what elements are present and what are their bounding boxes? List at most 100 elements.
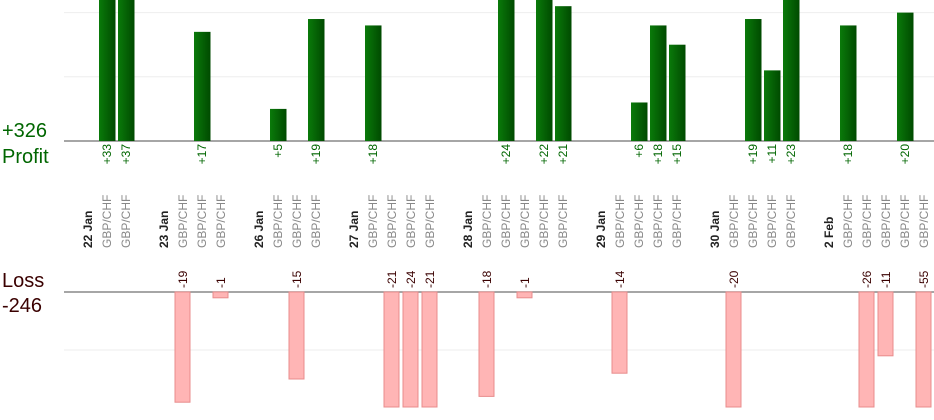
loss-value-label: -15	[290, 270, 304, 288]
profit-bar[interactable]	[270, 108, 287, 141]
profit-value-label: +18	[651, 144, 665, 165]
profit-bar[interactable]	[118, 0, 135, 141]
loss-bar[interactable]	[402, 291, 419, 408]
pair-label: GBP/CHF	[271, 195, 285, 248]
loss-bar[interactable]	[174, 291, 191, 403]
loss-value-label: -1	[518, 277, 532, 288]
date-label: 22 Jan	[81, 211, 95, 248]
date-label: 23 Jan	[157, 211, 171, 248]
date-label: 26 Jan	[252, 211, 266, 248]
pair-label: GBP/CHF	[917, 195, 931, 248]
loss-value-label: -55	[917, 270, 931, 288]
profit-value-label: +23	[784, 144, 798, 165]
pair-label: GBP/CHF	[100, 195, 114, 248]
loss-label: Loss	[2, 270, 44, 292]
labels: 22 Jan GBP/CHF +33 GBP/CHF +37 23 Jan GBP/CHF -…	[81, 144, 931, 288]
loss-bar[interactable]	[611, 291, 628, 374]
date-label: 29 Jan	[594, 211, 608, 248]
profit-bar[interactable]	[764, 70, 781, 141]
pair-label: GBP/CHF	[784, 195, 798, 248]
profit-bar[interactable]	[308, 19, 325, 141]
loss-bar[interactable]	[212, 291, 229, 299]
loss-value-label: -21	[385, 270, 399, 288]
profit-bar[interactable]	[99, 0, 116, 141]
pair-label: GBP/CHF	[366, 195, 380, 248]
loss-value-label: -14	[613, 270, 627, 288]
profit-value-label: +37	[119, 144, 133, 165]
loss-bar[interactable]	[858, 291, 875, 408]
profit-value-label: +24	[499, 144, 513, 165]
pair-label: GBP/CHF	[860, 195, 874, 248]
pair-label: GBP/CHF	[727, 195, 741, 248]
loss-bar[interactable]	[421, 291, 438, 408]
profit-value-label: +18	[366, 144, 380, 165]
profit-label: Profit	[2, 146, 49, 168]
profit-value-label: +6	[632, 144, 646, 158]
profit-bar[interactable]	[840, 25, 857, 141]
loss-value-label: -19	[176, 270, 190, 288]
loss-bar[interactable]	[516, 291, 533, 299]
profit-bar[interactable]	[897, 12, 914, 141]
pair-label: GBP/CHF	[119, 195, 133, 248]
loss-value-label: -26	[860, 270, 874, 288]
pair-label: GBP/CHF	[480, 195, 494, 248]
date-label: 2 Feb	[822, 217, 836, 248]
pair-label: GBP/CHF	[423, 195, 437, 248]
profit-value-label: +18	[841, 144, 855, 165]
pair-label: GBP/CHF	[290, 195, 304, 248]
date-label: 30 Jan	[708, 211, 722, 248]
pair-label: GBP/CHF	[841, 195, 855, 248]
profit-bar[interactable]	[365, 25, 382, 141]
pair-label: GBP/CHF	[499, 195, 513, 248]
loss-bar[interactable]	[877, 291, 894, 357]
pair-label: GBP/CHF	[537, 195, 551, 248]
profit-value-label: +19	[309, 144, 323, 165]
profit-value-label: +15	[670, 144, 684, 165]
profit-value-label: +5	[271, 144, 285, 158]
profit-value-label: +21	[556, 144, 570, 165]
loss-value-label: -21	[423, 270, 437, 288]
pair-label: GBP/CHF	[518, 195, 532, 248]
pair-label: GBP/CHF	[214, 195, 228, 248]
profit-total: +326	[2, 120, 47, 142]
profit-bar[interactable]	[745, 19, 762, 141]
profit-bar[interactable]	[498, 0, 515, 141]
profit-value-label: +33	[100, 144, 114, 165]
pair-label: GBP/CHF	[404, 195, 418, 248]
profit-bar[interactable]	[783, 0, 800, 141]
profit-bar[interactable]	[536, 0, 553, 141]
loss-bar[interactable]	[288, 291, 305, 380]
pair-label: GBP/CHF	[898, 195, 912, 248]
pair-label: GBP/CHF	[879, 195, 893, 248]
loss-value-label: -18	[480, 270, 494, 288]
profit-bar[interactable]	[631, 102, 648, 141]
loss-value-label: -1	[214, 277, 228, 288]
profit-value-label: +22	[537, 144, 551, 165]
profit-bar[interactable]	[650, 25, 667, 141]
pair-label: GBP/CHF	[632, 195, 646, 248]
pair-label: GBP/CHF	[195, 195, 209, 248]
date-label: 28 Jan	[461, 211, 475, 248]
profit-value-label: +17	[195, 144, 209, 165]
pair-label: GBP/CHF	[746, 195, 760, 248]
loss-value-label: -24	[404, 270, 418, 288]
pair-label: GBP/CHF	[385, 195, 399, 248]
loss-bar[interactable]	[725, 291, 742, 408]
pair-label: GBP/CHF	[556, 195, 570, 248]
pair-label: GBP/CHF	[651, 195, 665, 248]
pair-label: GBP/CHF	[765, 195, 779, 248]
loss-total: -246	[2, 295, 42, 317]
profit-bar[interactable]	[555, 6, 572, 142]
profit-bar[interactable]	[669, 44, 686, 142]
loss-bar[interactable]	[915, 291, 932, 408]
loss-value-label: -11	[879, 271, 893, 288]
loss-bar[interactable]	[383, 291, 400, 408]
profit-value-label: +11	[765, 144, 779, 164]
profit-bar[interactable]	[194, 31, 211, 141]
loss-bar[interactable]	[478, 291, 495, 397]
profit-value-label: +19	[746, 144, 760, 165]
loss-value-label: -20	[727, 270, 741, 288]
date-label: 27 Jan	[347, 211, 361, 248]
pair-label: GBP/CHF	[176, 195, 190, 248]
profit-value-label: +20	[898, 144, 912, 165]
